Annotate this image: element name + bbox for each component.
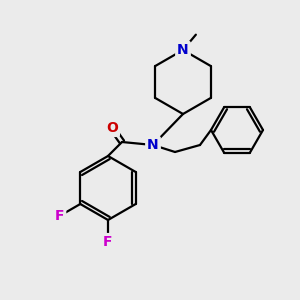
Text: F: F	[103, 235, 113, 249]
Text: N: N	[177, 43, 189, 57]
Text: F: F	[55, 209, 64, 223]
Text: O: O	[106, 121, 118, 135]
Text: N: N	[147, 138, 159, 152]
